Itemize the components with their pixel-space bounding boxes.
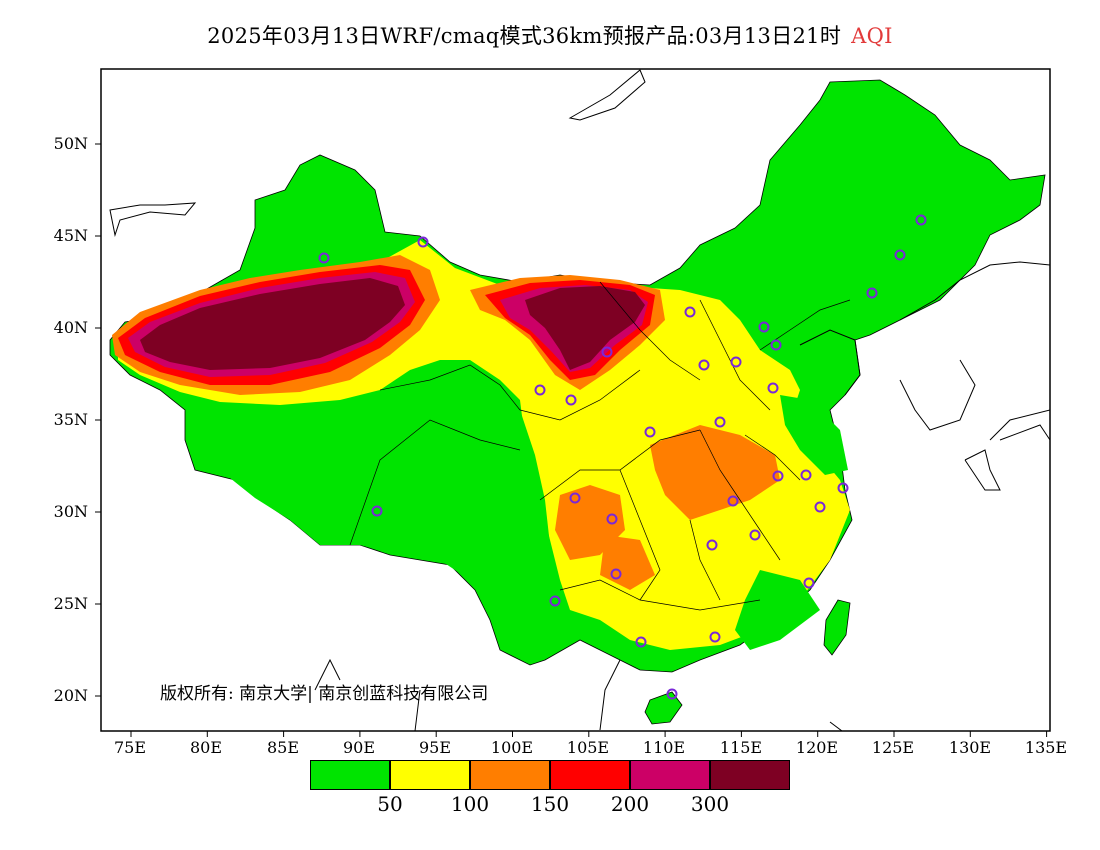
lon-label-100: 100E — [490, 738, 534, 757]
lat-label-35: 35N — [53, 410, 88, 429]
korea-coast — [899, 261, 1050, 431]
lat-label-30: 30N — [53, 502, 88, 521]
station-marker — [730, 356, 742, 368]
lon-label-95: 95E — [418, 738, 452, 757]
station-marker — [610, 568, 622, 580]
station-marker — [803, 577, 815, 589]
lon-label-115: 115E — [719, 738, 763, 757]
lat-label-50: 50N — [53, 134, 88, 153]
lake-baikal — [568, 69, 646, 121]
copyright-credit: 版权所有: 南京大学| 南京创蓝科技有限公司 — [160, 684, 489, 704]
station-marker — [601, 346, 613, 358]
station-marker — [814, 501, 826, 513]
lon-label-120: 120E — [795, 738, 839, 757]
station-marker — [565, 394, 577, 406]
zone-sensitive-hunan — [600, 535, 655, 590]
legend-value-100: 100 — [450, 792, 490, 816]
station-marker — [800, 469, 812, 481]
lat-label-20: 20N — [53, 686, 88, 705]
bohai-coast — [799, 329, 861, 396]
title-text: 2025年03月13日WRF/cmaq模式36km预报产品:03月13日21时 — [207, 24, 842, 48]
map-frame — [100, 68, 1051, 732]
lon-label-80: 80E — [189, 738, 223, 757]
station-marker — [706, 539, 718, 551]
station-marker — [714, 416, 726, 428]
lon-label-90: 90E — [342, 738, 376, 757]
monitoring-stations — [318, 214, 927, 700]
station-marker — [698, 359, 710, 371]
map-title: 2025年03月13日WRF/cmaq模式36km预报产品:03月13日21时 A… — [0, 20, 1100, 50]
legend-value-200: 200 — [610, 792, 650, 816]
variable-label: AQI — [851, 24, 893, 48]
station-marker — [569, 492, 581, 504]
legend-swatch-hazardous — [710, 760, 790, 790]
station-marker — [758, 321, 770, 333]
station-marker — [709, 631, 721, 643]
lon-label-105: 105E — [566, 738, 610, 757]
legend-value-50: 50 — [377, 792, 403, 816]
station-marker — [772, 470, 784, 482]
station-marker — [894, 249, 906, 261]
station-marker — [767, 382, 779, 394]
japan-coast — [964, 409, 1050, 491]
station-marker — [866, 287, 878, 299]
hainan-island — [644, 691, 683, 725]
balkhash-lake — [109, 202, 197, 237]
station-marker — [606, 513, 618, 525]
zone-hazardous-gobi — [525, 286, 645, 370]
legend-value-150: 150 — [530, 792, 570, 816]
lon-label-130: 130E — [948, 738, 992, 757]
station-marker — [837, 482, 849, 494]
station-marker — [417, 236, 429, 248]
legend-swatch-unhealthy — [550, 760, 630, 790]
lat-label-40: 40N — [53, 318, 88, 337]
station-marker — [318, 252, 330, 264]
station-marker — [749, 529, 761, 541]
legend-value-300: 300 — [690, 792, 730, 816]
zone-good-southeast — [780, 395, 848, 475]
legend-swatch-sensitive — [470, 760, 550, 790]
legend-swatch-moderate — [390, 760, 470, 790]
zone-hazardous-taklamakan — [140, 278, 405, 370]
station-marker — [635, 636, 647, 648]
taiwan-island — [823, 599, 851, 656]
station-marker — [644, 426, 656, 438]
station-marker — [666, 688, 678, 700]
station-marker — [915, 214, 927, 226]
province-boundaries — [349, 281, 851, 611]
zone-good-south — [735, 570, 820, 650]
station-marker — [549, 595, 561, 607]
station-marker — [727, 495, 739, 507]
lat-label-25: 25N — [53, 594, 88, 613]
station-marker — [684, 306, 696, 318]
lon-label-125: 125E — [871, 738, 915, 757]
lon-label-85: 85E — [266, 738, 300, 757]
indochina-coast — [314, 658, 843, 731]
station-marker — [534, 384, 546, 396]
axis-ticks — [95, 143, 1048, 737]
zone-sensitive-central — [650, 425, 780, 520]
legend-swatch-good — [310, 760, 390, 790]
lon-label-110: 110E — [642, 738, 686, 757]
station-marker — [770, 339, 782, 351]
zone-good-west — [188, 365, 560, 610]
lon-label-75: 75E — [113, 738, 147, 757]
legend-swatch-very-unhealthy — [630, 760, 710, 790]
station-marker — [371, 505, 383, 517]
lat-label-45: 45N — [53, 226, 88, 245]
lon-label-135: 135E — [1024, 738, 1068, 757]
map-area — [109, 69, 1050, 731]
